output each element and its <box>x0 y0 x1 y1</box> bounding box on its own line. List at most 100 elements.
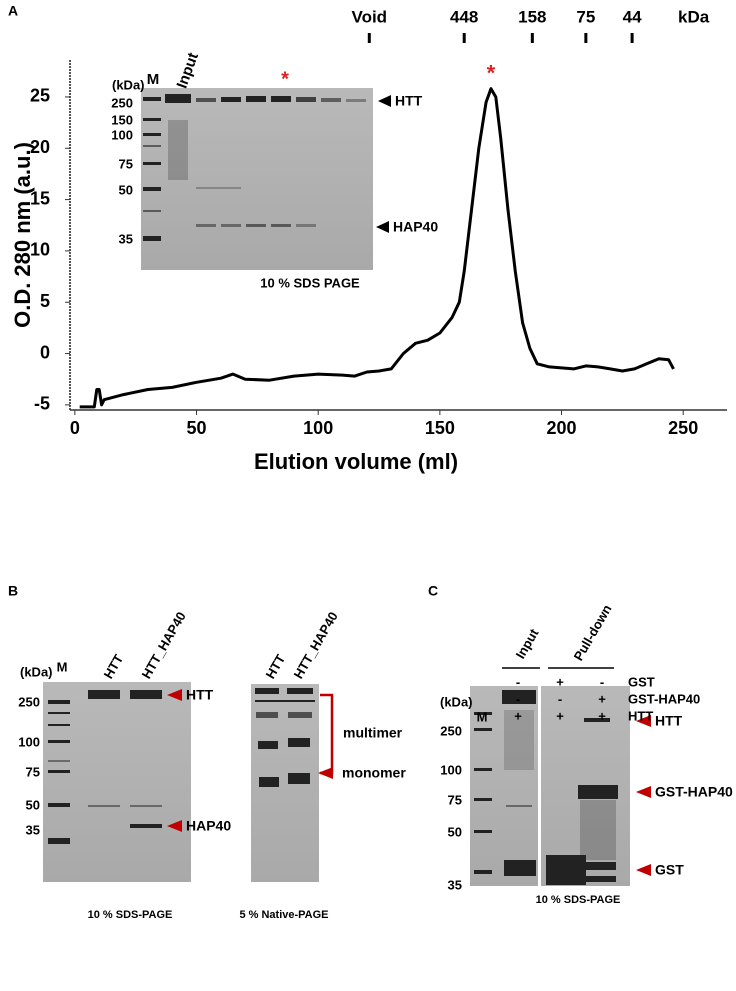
arrow-label: GST-HAP40 <box>655 784 733 800</box>
y-tick-label: 15 <box>30 188 50 208</box>
gel-label: monomer <box>342 765 406 781</box>
size-unit: kDa <box>678 7 710 26</box>
arrow <box>376 221 389 233</box>
y-tick-label: 20 <box>30 137 50 157</box>
panel-label: C <box>428 583 438 599</box>
bracket <box>320 693 334 775</box>
size-marker-label: 44 <box>623 7 642 26</box>
lane-label: HTT <box>263 652 289 681</box>
group-label: Input <box>513 626 542 662</box>
arrow <box>378 95 391 107</box>
elution-line <box>79 87 675 409</box>
sign: - <box>558 691 562 706</box>
gel-caption: 10 % SDS-PAGE <box>536 894 621 906</box>
inset-gel: (kDa) M Input * 250 150 100 75 50 35 HTT… <box>111 50 438 290</box>
size-marker-label: 448 <box>450 7 478 26</box>
gel <box>141 88 373 270</box>
unit-label: (kDa) <box>440 694 473 709</box>
marker-label: 35 <box>448 877 462 892</box>
x-tick-label: 200 <box>547 418 577 438</box>
panel-label: B <box>8 583 18 599</box>
x-tick-label: 250 <box>668 418 698 438</box>
gel-divider <box>538 686 541 886</box>
marker-label: 35 <box>26 822 40 837</box>
arrow-label: HAP40 <box>393 219 438 235</box>
arrow <box>318 767 333 779</box>
peak-marker: * <box>487 61 496 86</box>
star: * <box>281 68 289 90</box>
lane-label: HTT_HAP40 <box>139 609 189 681</box>
gel-caption: 5 % Native-PAGE <box>239 909 328 921</box>
marker-label: 100 <box>18 734 40 749</box>
marker-label: 35 <box>119 231 133 246</box>
arrow <box>167 689 182 701</box>
row-label: HTT <box>628 708 653 723</box>
sign: + <box>556 674 564 689</box>
gel-caption: 10 % SDS-PAGE <box>88 909 173 921</box>
arrow-label: HAP40 <box>186 818 231 834</box>
sign: + <box>598 708 606 723</box>
marker-label: 100 <box>111 127 133 142</box>
panel-c: Input Pull-down (kDa) M 250 100 75 50 35… <box>440 602 733 906</box>
marker-label: 250 <box>440 723 462 738</box>
y-tick-label: 5 <box>40 291 50 311</box>
gel <box>43 682 191 882</box>
sign: + <box>556 708 564 723</box>
x-axis-title: Elution volume (ml) <box>254 449 458 474</box>
sign: - <box>600 674 604 689</box>
marker-label: 50 <box>119 182 133 197</box>
panel-b: (kDa) M HTT HTT_HAP40 250 100 75 50 35 H… <box>18 609 406 921</box>
lane-label: Input <box>174 50 203 90</box>
sign: - <box>516 691 520 706</box>
size-marker-label: Void <box>352 7 388 26</box>
unit-label: (kDa) <box>20 664 53 679</box>
x-tick-label: 50 <box>187 418 207 438</box>
panel-label: A <box>8 3 18 19</box>
row-label: GST-HAP40 <box>628 691 700 706</box>
gel-label: multimer <box>343 725 403 741</box>
arrow-label: GST <box>655 862 684 878</box>
arrow <box>636 864 651 876</box>
y-axis-title: O.D. 280 nm (a.u.) <box>10 142 35 328</box>
arrow-label: HTT <box>395 93 423 109</box>
gel-bands <box>48 690 162 844</box>
sign: + <box>598 691 606 706</box>
marker-label: 250 <box>18 694 40 709</box>
y-tick-label: 25 <box>30 86 50 106</box>
gel-bands <box>255 688 315 787</box>
arrow <box>636 715 651 727</box>
x-tick-label: 100 <box>303 418 333 438</box>
gel-bands <box>143 94 366 241</box>
lane-label: M <box>57 659 68 674</box>
x-tick-label: 150 <box>425 418 455 438</box>
marker-label: 100 <box>440 762 462 777</box>
arrow-label: HTT <box>186 687 214 703</box>
y-tick-label: 10 <box>30 240 50 260</box>
arrow <box>167 820 182 832</box>
sign: + <box>514 708 522 723</box>
row-label: GST <box>628 674 655 689</box>
lane-label: M <box>147 71 160 88</box>
y-tick-label: -5 <box>34 394 50 414</box>
marker-label: 50 <box>448 824 462 839</box>
size-marker-label: 158 <box>518 7 546 26</box>
gel-caption: 10 % SDS PAGE <box>260 275 360 290</box>
lane-label: M <box>477 709 488 724</box>
marker-label: 250 <box>111 95 133 110</box>
marker-label: 150 <box>111 112 133 127</box>
x-tick-label: 0 <box>70 418 80 438</box>
marker-label: 50 <box>26 797 40 812</box>
unit-label: (kDa) <box>112 77 145 92</box>
marker-label: 75 <box>119 156 133 171</box>
y-tick-label: 0 <box>40 342 50 362</box>
marker-label: 75 <box>26 764 40 779</box>
lane-label: HTT <box>101 652 127 681</box>
lane-label: HTT_HAP40 <box>291 609 341 681</box>
arrow-label: HTT <box>655 713 683 729</box>
sign: - <box>516 674 520 689</box>
marker-label: 75 <box>448 792 462 807</box>
size-marker-label: 75 <box>576 7 595 26</box>
group-label: Pull-down <box>571 602 615 663</box>
